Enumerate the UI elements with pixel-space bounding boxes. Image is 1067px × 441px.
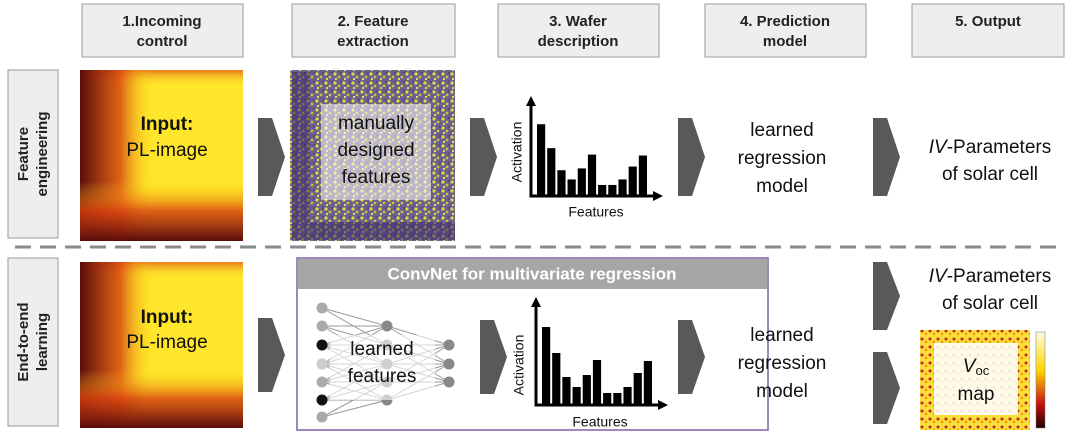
- header: 1.Incoming control 2. Feature extraction…: [82, 4, 1064, 57]
- icon-bar: [623, 387, 631, 405]
- icon-bar: [573, 387, 581, 405]
- icon-bar: [644, 361, 652, 405]
- icon-node: [317, 395, 328, 406]
- input-subtitle: PL-image: [126, 140, 207, 161]
- icon-node: [317, 412, 328, 423]
- model-text: regression: [738, 353, 827, 374]
- output-text: of solar cell: [942, 293, 1038, 314]
- icon-node: [317, 340, 328, 351]
- icon-bar: [578, 168, 586, 196]
- features-text: designed: [337, 140, 414, 161]
- input-subtitle: PL-image: [126, 332, 207, 353]
- arrow: [258, 318, 285, 392]
- icon-node: [317, 321, 328, 332]
- icon-bar: [608, 185, 616, 196]
- icon-bar: [562, 377, 570, 405]
- header-text: 2. Feature: [338, 13, 409, 30]
- icon-node: [382, 321, 393, 332]
- axis-label: Activation: [511, 335, 527, 396]
- icon-bar: [552, 353, 560, 405]
- arrow: [258, 118, 285, 196]
- header-text: extraction: [337, 33, 409, 50]
- icon-bar: [542, 327, 550, 405]
- icon-node: [317, 377, 328, 388]
- output-text: IV-Parameters: [929, 266, 1051, 287]
- header-text: 4. Prediction: [740, 13, 830, 30]
- model-text: learned: [750, 120, 813, 141]
- arrow: [873, 262, 900, 330]
- input-title: Input:: [141, 307, 194, 328]
- histogram-icon: [526, 96, 663, 201]
- icon-node: [444, 359, 455, 370]
- voc-map: [920, 330, 1045, 430]
- header-text: description: [538, 33, 619, 50]
- axis-label: Features: [572, 414, 627, 430]
- arrow: [470, 118, 497, 196]
- header-text: 5. Output: [955, 13, 1021, 30]
- icon-bar: [537, 124, 545, 196]
- header-text: 1.Incoming: [122, 13, 201, 30]
- icon-node: [317, 303, 328, 314]
- map-text: map: [958, 384, 995, 405]
- icon-bar: [613, 393, 621, 405]
- model-text: regression: [738, 148, 827, 169]
- header-text: model: [763, 33, 807, 50]
- arrow: [873, 118, 900, 196]
- icon-bar: [583, 375, 591, 405]
- header-box: [912, 4, 1064, 57]
- model-text: learned: [750, 325, 813, 346]
- icon-node: [317, 359, 328, 370]
- icon-bar: [629, 167, 637, 196]
- header-text: control: [137, 33, 188, 50]
- icon-arrowhead: [653, 191, 663, 201]
- icon-bar: [634, 373, 642, 405]
- model-text: model: [756, 381, 808, 402]
- diagram: 1.Incoming control 2. Feature extraction…: [0, 0, 1067, 436]
- axis-label: Features: [568, 204, 623, 220]
- arrow: [873, 352, 900, 424]
- icon-bar: [557, 170, 565, 196]
- icon-bar: [618, 179, 626, 196]
- input-title: Input:: [141, 114, 194, 135]
- icon-bar: [588, 155, 596, 196]
- icon-node: [444, 377, 455, 388]
- convnet-title: ConvNet for multivariate regression: [387, 264, 676, 283]
- features-text: features: [342, 167, 411, 188]
- icon-bar: [598, 185, 606, 196]
- output-text: of solar cell: [942, 164, 1038, 185]
- icon-bar: [603, 393, 611, 405]
- icon-bar: [547, 148, 555, 196]
- features-text: learned: [350, 339, 413, 360]
- features-text: features: [348, 366, 417, 387]
- icon-bar: [593, 360, 601, 405]
- features-text: manually: [338, 113, 415, 134]
- icon-bar: [639, 156, 647, 196]
- icon-arrowhead: [526, 96, 536, 106]
- icon-bar: [568, 179, 576, 196]
- icon-node: [444, 340, 455, 351]
- header-text: 3. Wafer: [549, 13, 607, 30]
- model-text: model: [756, 176, 808, 197]
- axis-label: Activation: [509, 122, 525, 183]
- arrow: [678, 118, 705, 196]
- output-text: IV-Parameters: [929, 137, 1051, 158]
